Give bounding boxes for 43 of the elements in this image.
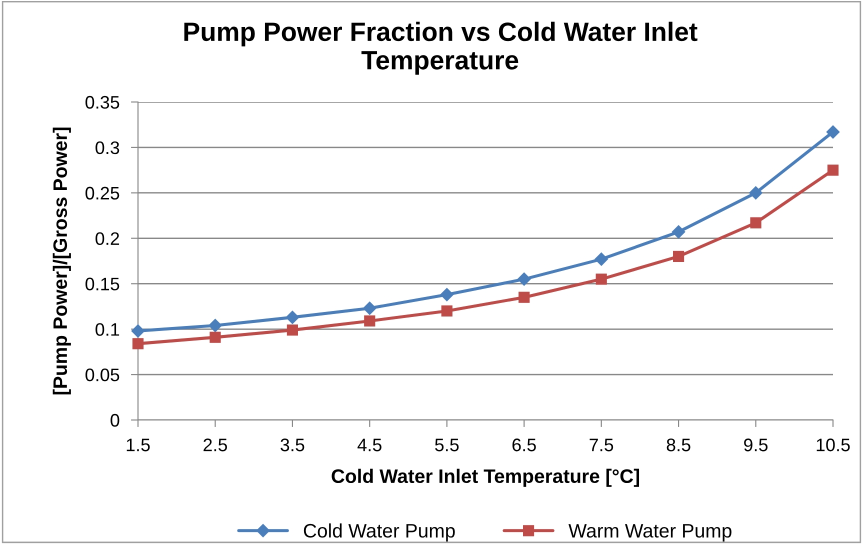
point — [210, 332, 221, 343]
y-tick-label: 0.35 — [86, 96, 120, 109]
point — [286, 324, 298, 336]
point — [750, 217, 762, 228]
point — [827, 164, 839, 176]
point — [826, 125, 840, 139]
point — [441, 305, 452, 317]
point — [518, 272, 531, 286]
y-tick-label: 0.05 — [86, 368, 120, 382]
point — [440, 288, 454, 302]
x-tick-label: 6.5 — [512, 438, 536, 452]
point — [518, 292, 530, 303]
y-tick-label: 0.3 — [96, 141, 120, 154]
y-tick-label: 0.1 — [96, 323, 120, 336]
chart-title: Pump Power Fraction vs Cold Water Inlet Temperature — [184, 22, 698, 75]
x-tick-label: 5.5 — [435, 438, 459, 452]
point — [673, 250, 684, 262]
x-tick-label: 8.5 — [666, 438, 690, 452]
x-tick-label: 3.5 — [280, 438, 304, 452]
x-tick-label: 9.5 — [744, 438, 768, 452]
point — [132, 338, 144, 350]
point — [364, 315, 376, 327]
legend-label: Cold Water Pump — [304, 523, 455, 542]
x-tick-label: 4.5 — [358, 438, 382, 452]
point — [286, 310, 300, 324]
x-tick-label: 7.5 — [590, 438, 614, 452]
y-tick-label: 0.2 — [96, 232, 120, 246]
y-axis-title: [Pump Power]/[Gross Power] — [52, 128, 71, 394]
point — [672, 225, 686, 239]
point — [363, 302, 376, 315]
x-tick-label: 1.5 — [126, 438, 150, 452]
legend-label: Warm Water Pump — [568, 524, 732, 542]
point — [131, 324, 145, 338]
x-tick-label: 2.5 — [204, 438, 228, 452]
point — [594, 252, 608, 266]
point — [208, 318, 222, 332]
x-axis-title: Cold Water Inlet Temperature [°C] — [332, 468, 640, 487]
y-tick-label: 0 — [110, 414, 120, 427]
y-tick-label: 0.25 — [86, 186, 120, 200]
y-tick-label: 0.15 — [86, 278, 120, 290]
point — [749, 186, 762, 200]
x-tick-label: 10.5 — [816, 438, 850, 452]
point — [596, 274, 607, 285]
